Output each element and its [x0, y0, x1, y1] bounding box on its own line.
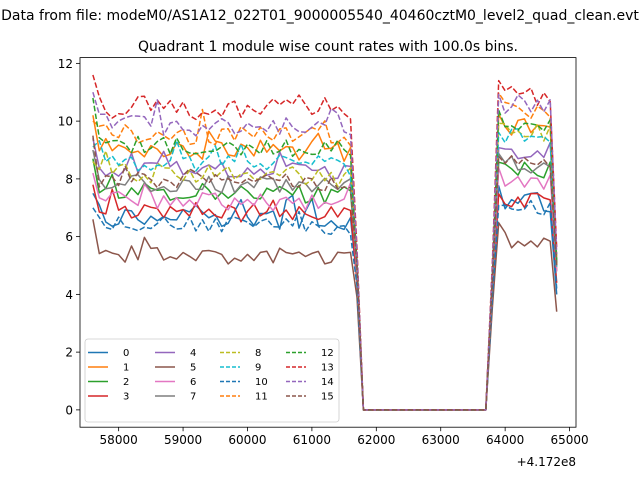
legend-label-3: 3	[123, 392, 129, 403]
x-tick-label: 60000	[228, 433, 266, 447]
x-tick-label: 64000	[486, 433, 524, 447]
legend-label-13: 13	[321, 363, 334, 374]
x-axis-ticks: 58000 59000 60000 61000 62000 63000 64000 65000	[100, 427, 589, 447]
series-line-8	[92, 122, 558, 411]
legend-label-6: 6	[190, 377, 196, 388]
series-line-14	[92, 91, 558, 411]
legend-frame	[84, 338, 340, 423]
y-tick-label: 10	[58, 115, 73, 129]
x-tick-label: 63000	[422, 433, 460, 447]
legend-label-11: 11	[255, 392, 268, 403]
y-tick-label: 0	[65, 403, 73, 417]
legend-label-5: 5	[190, 363, 196, 374]
x-tick-label: 59000	[164, 433, 202, 447]
series-line-10	[92, 199, 558, 411]
figure-suptitle: Data from file: modeM0/AS1A12_022T01_900…	[1, 8, 639, 24]
y-axis-ticks: 0 2 4 6 8 10 12	[58, 57, 80, 417]
legend-label-4: 4	[190, 348, 196, 359]
legend-label-15: 15	[321, 392, 334, 403]
x-tick-label: 65000	[550, 433, 588, 447]
y-tick-label: 6	[65, 230, 73, 244]
series-line-15	[92, 135, 558, 411]
x-tick-label: 62000	[357, 433, 395, 447]
legend-label-14: 14	[321, 377, 334, 388]
x-axis-offset-label: +4.172e8	[517, 455, 576, 469]
axes-frame	[79, 57, 577, 428]
y-tick-label: 2	[65, 346, 73, 360]
y-tick-label: 4	[65, 288, 73, 302]
x-tick-label: 61000	[293, 433, 331, 447]
series-layer	[92, 74, 558, 411]
legend-label-10: 10	[255, 377, 268, 388]
legend-label-0: 0	[123, 348, 129, 359]
legend-label-1: 1	[123, 363, 129, 374]
y-tick-label: 12	[58, 57, 73, 71]
y-tick-label: 8	[65, 172, 73, 186]
legend-label-12: 12	[321, 348, 334, 359]
series-line-11	[92, 92, 558, 411]
legend-label-9: 9	[255, 363, 261, 374]
chart-title: Quadrant 1 module wise count rates with …	[138, 39, 518, 55]
legend-label-2: 2	[123, 377, 129, 388]
legend-label-7: 7	[190, 392, 196, 403]
x-tick-label: 58000	[100, 433, 138, 447]
legend-label-8: 8	[255, 348, 261, 359]
